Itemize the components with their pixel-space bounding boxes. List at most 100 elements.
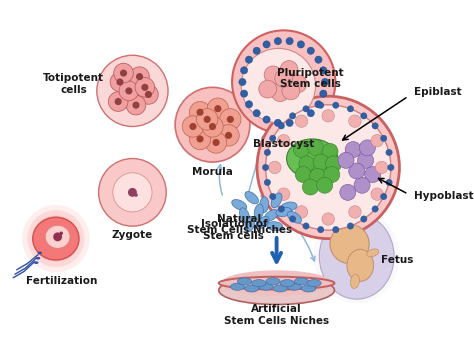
Ellipse shape [45, 225, 70, 248]
Ellipse shape [294, 278, 309, 285]
Circle shape [286, 119, 293, 126]
Circle shape [246, 101, 253, 108]
Circle shape [349, 163, 365, 179]
Circle shape [295, 167, 311, 183]
Circle shape [240, 67, 248, 74]
Circle shape [315, 101, 322, 108]
Circle shape [330, 225, 369, 264]
Circle shape [145, 91, 152, 98]
Ellipse shape [287, 139, 338, 178]
Text: Hypoblast: Hypoblast [414, 191, 474, 201]
Circle shape [349, 206, 361, 218]
Circle shape [290, 216, 296, 222]
Circle shape [317, 177, 333, 193]
Ellipse shape [245, 217, 255, 232]
Circle shape [263, 41, 270, 48]
Text: Zygote: Zygote [112, 230, 153, 240]
Ellipse shape [347, 249, 374, 281]
Circle shape [265, 105, 391, 230]
Circle shape [278, 206, 284, 212]
Ellipse shape [254, 204, 264, 220]
Circle shape [313, 154, 329, 170]
Circle shape [269, 161, 281, 174]
Circle shape [372, 123, 378, 129]
Ellipse shape [237, 278, 252, 285]
Circle shape [275, 69, 292, 87]
Circle shape [212, 139, 219, 146]
Circle shape [113, 173, 152, 212]
Circle shape [218, 125, 239, 146]
Ellipse shape [34, 261, 38, 264]
Circle shape [274, 119, 282, 126]
Circle shape [175, 87, 250, 162]
Text: Fertilization: Fertilization [26, 276, 97, 286]
Circle shape [22, 205, 90, 272]
Circle shape [282, 82, 300, 100]
Circle shape [271, 84, 289, 102]
Text: Artificial
Stem Cells Niches: Artificial Stem Cells Niches [224, 305, 329, 326]
Circle shape [280, 61, 298, 78]
Circle shape [134, 193, 138, 197]
Circle shape [308, 140, 324, 156]
Circle shape [357, 152, 374, 168]
Circle shape [126, 95, 146, 115]
Circle shape [333, 102, 339, 108]
Circle shape [135, 77, 155, 97]
Circle shape [333, 227, 339, 233]
Ellipse shape [319, 215, 394, 297]
Circle shape [130, 67, 149, 86]
Circle shape [97, 55, 168, 127]
Circle shape [324, 167, 340, 183]
Circle shape [99, 159, 166, 226]
Circle shape [59, 231, 63, 235]
Circle shape [361, 113, 367, 119]
Circle shape [207, 98, 228, 119]
Circle shape [110, 72, 130, 92]
Ellipse shape [245, 192, 258, 204]
Ellipse shape [219, 276, 335, 305]
Circle shape [318, 227, 324, 233]
Circle shape [297, 116, 304, 123]
Circle shape [120, 69, 127, 77]
Ellipse shape [287, 283, 301, 290]
Text: Epiblast: Epiblast [414, 87, 461, 97]
Circle shape [219, 109, 241, 130]
Circle shape [240, 90, 248, 97]
Circle shape [295, 206, 308, 218]
Circle shape [371, 135, 383, 147]
Text: Fetus: Fetus [382, 255, 414, 265]
Circle shape [204, 116, 211, 123]
Circle shape [365, 167, 381, 183]
Circle shape [270, 193, 276, 200]
Ellipse shape [307, 280, 321, 287]
Ellipse shape [232, 200, 247, 210]
Ellipse shape [350, 274, 359, 288]
Ellipse shape [287, 211, 301, 223]
Ellipse shape [230, 283, 245, 290]
Ellipse shape [280, 280, 294, 287]
Circle shape [326, 156, 342, 172]
Circle shape [375, 161, 388, 174]
Circle shape [303, 223, 309, 229]
Ellipse shape [221, 270, 332, 296]
Ellipse shape [271, 193, 282, 208]
Circle shape [347, 105, 354, 112]
Circle shape [318, 102, 324, 108]
Circle shape [297, 41, 304, 48]
Circle shape [33, 215, 79, 262]
Ellipse shape [281, 202, 297, 211]
Circle shape [132, 102, 139, 109]
Circle shape [359, 140, 375, 156]
Circle shape [289, 75, 307, 93]
Circle shape [205, 132, 227, 153]
Circle shape [293, 142, 310, 158]
Circle shape [322, 143, 338, 159]
Circle shape [277, 135, 290, 147]
Text: Totipotent
cells: Totipotent cells [43, 73, 104, 95]
Circle shape [270, 135, 276, 142]
Text: Isolation of
Stem cells: Isolation of Stem cells [201, 219, 267, 241]
Circle shape [190, 123, 197, 130]
Circle shape [53, 232, 62, 241]
Circle shape [388, 164, 394, 171]
Circle shape [310, 168, 326, 184]
